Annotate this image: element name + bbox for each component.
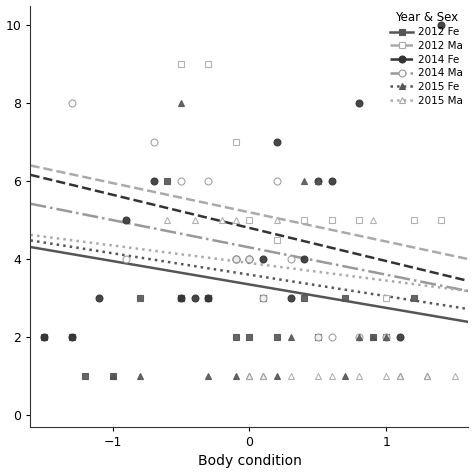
Legend: 2012 Fe, 2012 Ma, 2014 Fe, 2014 Ma, 2015 Fe, 2015 Ma: 2012 Fe, 2012 Ma, 2014 Fe, 2014 Ma, 2015…	[390, 11, 463, 106]
X-axis label: Body condition: Body condition	[198, 455, 301, 468]
